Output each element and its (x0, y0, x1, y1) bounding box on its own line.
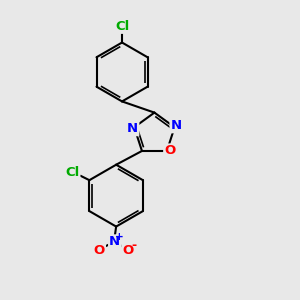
Text: O: O (164, 145, 176, 158)
Text: O: O (94, 244, 105, 256)
Text: -: - (131, 239, 136, 252)
Text: O: O (122, 244, 134, 256)
Text: Cl: Cl (115, 20, 129, 33)
Text: N: N (127, 122, 138, 135)
Text: Cl: Cl (65, 166, 80, 179)
Text: N: N (109, 236, 120, 248)
Text: N: N (170, 119, 182, 132)
Text: +: + (115, 232, 124, 242)
